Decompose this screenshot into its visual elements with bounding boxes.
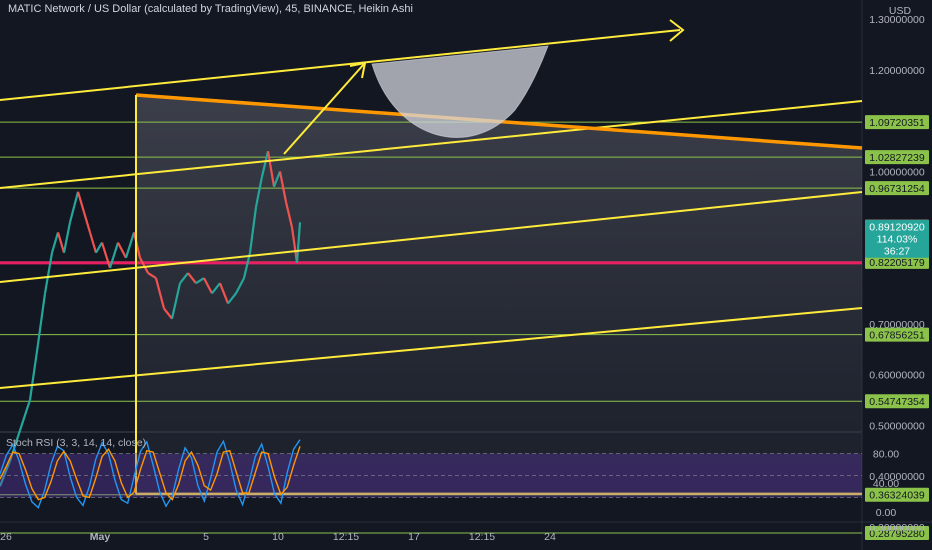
- level-price-tag: [865, 327, 929, 342]
- price-candle-segment: [88, 232, 98, 254]
- price-candle-segment: [28, 343, 40, 401]
- price-candle-segment: [290, 227, 299, 264]
- price-candle-segment: [50, 232, 60, 254]
- price-candle-segment: [139, 257, 149, 274]
- level-price-label: 0.54747354: [869, 396, 925, 408]
- stoch-tick-label: 80.00: [873, 449, 899, 461]
- level-price-label: 0.36324039: [869, 490, 925, 502]
- price-candle-segment: [248, 206, 258, 253]
- price-candle-segment: [235, 277, 245, 294]
- stoch-tick-label: 40.00: [873, 478, 899, 490]
- cup-pattern-shape: [371, 45, 549, 138]
- price-candle-segment: [163, 307, 173, 320]
- price-tick-label: 0.50000000: [869, 420, 925, 432]
- price-candle-segment: [124, 232, 136, 259]
- current-price-tag: [865, 219, 929, 258]
- price-candle-segment: [227, 292, 237, 305]
- level-price-tag: [865, 487, 929, 502]
- price-candle-segment: [43, 252, 54, 294]
- currency-label: USD: [889, 5, 912, 17]
- price-candle-segment: [0, 460, 12, 487]
- price-candle-segment: [218, 282, 230, 304]
- price-candle-segment: [18, 399, 32, 431]
- stoch-d-line: [0, 446, 301, 501]
- price-candle-segment: [68, 191, 80, 223]
- current-price-label: 0.89120920: [869, 222, 925, 234]
- level-price-tag: [865, 115, 929, 130]
- price-candle-segment: [260, 150, 270, 177]
- price-tick-label: 0.30000000: [869, 522, 925, 534]
- level-price-label: 1.09720351: [869, 117, 925, 129]
- time-tick-label: 10: [272, 531, 284, 543]
- time-tick-label: 24: [544, 531, 556, 543]
- price-candle-segment: [187, 272, 197, 284]
- countdown-label: 36:27: [884, 246, 910, 258]
- price-candle-segment: [117, 242, 127, 259]
- level-price-label: 0.82205179: [869, 257, 925, 269]
- level-price-label: 1.02827239: [869, 152, 925, 164]
- price-tick-label: 1.20000000: [869, 65, 925, 77]
- price-candle-segment: [266, 151, 276, 187]
- chart-title: MATIC Network / US Dollar (calculated by…: [8, 3, 413, 15]
- stoch-k-line: [0, 439, 301, 509]
- mid-channel-trendline: [0, 100, 863, 189]
- price-tick-label: 1.30000000: [869, 14, 925, 26]
- price-candle-segment: [56, 232, 66, 254]
- projection-arrowhead: [349, 61, 367, 79]
- time-tick-label: 17: [408, 531, 420, 543]
- time-tick-label: 5: [203, 531, 209, 543]
- level-price-tag: [865, 525, 929, 540]
- level-price-tag: [865, 394, 929, 409]
- price-candle-segment: [147, 272, 157, 280]
- price-candle-segment: [203, 277, 213, 294]
- percent-change-label: 114.03%: [877, 234, 918, 246]
- level-price-tag: [865, 150, 929, 165]
- time-tick-label: 12:15: [469, 531, 495, 543]
- price-candle-segment: [108, 242, 120, 269]
- price-candle-segment: [154, 277, 166, 309]
- price-tick-label: 0.40000000: [869, 471, 925, 483]
- level-price-tag: [865, 181, 929, 196]
- price-candle-segment: [62, 222, 72, 253]
- price-candle-segment: [36, 293, 47, 345]
- price-candle-segment: [284, 201, 294, 228]
- price-tick-label: 0.60000000: [869, 370, 925, 382]
- time-tick-label: May: [90, 531, 111, 543]
- price-candle-segment: [170, 282, 182, 319]
- level-price-label: 0.67856251: [869, 330, 925, 342]
- price-candle-segment: [179, 272, 189, 284]
- price-candle-segment: [211, 282, 221, 295]
- level-price-label: 0.28795280: [869, 528, 925, 540]
- price-candle-segment: [195, 277, 205, 285]
- price-candle-segment: [95, 242, 103, 254]
- price-candle-segment: [82, 211, 92, 233]
- range-rectangle: [136, 95, 862, 494]
- time-tick-label: 26: [0, 531, 12, 543]
- price-candle-segment: [76, 191, 86, 213]
- level-price-label: 0.96731254: [869, 183, 925, 195]
- price-tick-label: 0.70000000: [869, 319, 925, 331]
- price-candle-segment: [278, 171, 288, 203]
- lower-channel-trendline: [0, 191, 863, 283]
- price-candle-segment: [272, 171, 282, 188]
- bottom-channel-trendline: [0, 307, 863, 389]
- stoch-rsi-title: Stoch RSI (3, 3, 14, 14, close): [6, 437, 146, 449]
- projection-arrow: [283, 63, 365, 155]
- price-candle-segment: [254, 176, 264, 208]
- level-price-tag: [865, 254, 929, 269]
- upper-channel-trendline: [0, 29, 681, 101]
- stoch-tick-label: 0.00: [876, 507, 897, 519]
- price-tick-label: 1.00000000: [869, 167, 925, 179]
- time-tick-label: 12:15: [333, 531, 359, 543]
- price-candle-segment: [100, 242, 112, 269]
- channel-arrowhead: [669, 19, 685, 42]
- price-candle-segment: [295, 222, 302, 263]
